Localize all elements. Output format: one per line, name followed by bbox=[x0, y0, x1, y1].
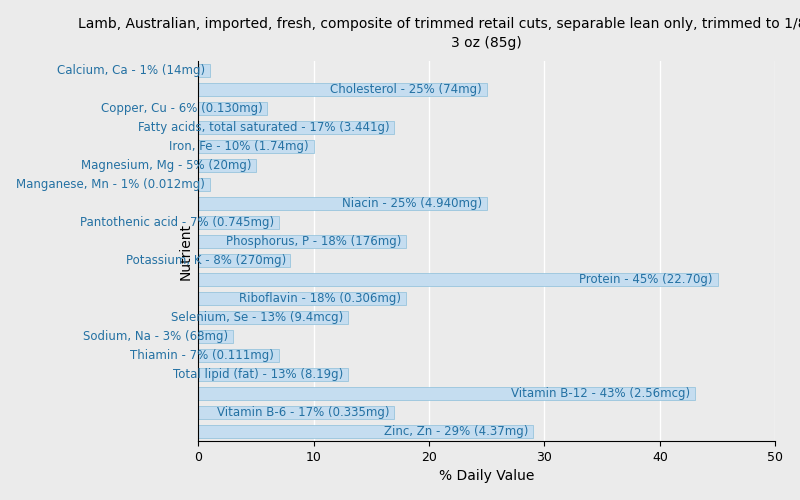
Text: Selenium, Se - 13% (9.4mcg): Selenium, Se - 13% (9.4mcg) bbox=[171, 311, 343, 324]
Bar bbox=[198, 121, 394, 134]
Y-axis label: Nutrient: Nutrient bbox=[178, 222, 193, 280]
Text: Fatty acids, total saturated - 17% (3.441g): Fatty acids, total saturated - 17% (3.44… bbox=[138, 121, 390, 134]
Text: Vitamin B-6 - 17% (0.335mg): Vitamin B-6 - 17% (0.335mg) bbox=[218, 406, 390, 419]
Text: Potassium, K - 8% (270mg): Potassium, K - 8% (270mg) bbox=[126, 254, 286, 267]
Bar bbox=[198, 102, 267, 115]
Text: Calcium, Ca - 1% (14mg): Calcium, Ca - 1% (14mg) bbox=[57, 64, 205, 77]
Bar bbox=[198, 83, 486, 96]
Text: Manganese, Mn - 1% (0.012mg): Manganese, Mn - 1% (0.012mg) bbox=[16, 178, 205, 191]
X-axis label: % Daily Value: % Daily Value bbox=[439, 470, 534, 484]
Bar bbox=[198, 254, 290, 267]
Title: Lamb, Australian, imported, fresh, composite of trimmed retail cuts, separable l: Lamb, Australian, imported, fresh, compo… bbox=[78, 16, 800, 50]
Text: Vitamin B-12 - 43% (2.56mcg): Vitamin B-12 - 43% (2.56mcg) bbox=[510, 387, 690, 400]
Text: Sodium, Na - 3% (68mg): Sodium, Na - 3% (68mg) bbox=[83, 330, 228, 343]
Bar bbox=[198, 64, 210, 77]
Bar bbox=[198, 159, 256, 172]
Text: Magnesium, Mg - 5% (20mg): Magnesium, Mg - 5% (20mg) bbox=[81, 159, 251, 172]
Text: Zinc, Zn - 29% (4.37mg): Zinc, Zn - 29% (4.37mg) bbox=[384, 425, 528, 438]
Bar bbox=[198, 349, 279, 362]
Bar bbox=[198, 140, 314, 153]
Text: Cholesterol - 25% (74mg): Cholesterol - 25% (74mg) bbox=[330, 83, 482, 96]
Bar bbox=[198, 235, 406, 248]
Text: Protein - 45% (22.70g): Protein - 45% (22.70g) bbox=[579, 273, 713, 286]
Text: Thiamin - 7% (0.111mg): Thiamin - 7% (0.111mg) bbox=[130, 349, 274, 362]
Text: Total lipid (fat) - 13% (8.19g): Total lipid (fat) - 13% (8.19g) bbox=[174, 368, 343, 381]
Text: Phosphorus, P - 18% (176mg): Phosphorus, P - 18% (176mg) bbox=[226, 235, 402, 248]
Text: Pantothenic acid - 7% (0.745mg): Pantothenic acid - 7% (0.745mg) bbox=[80, 216, 274, 229]
Bar bbox=[198, 311, 348, 324]
Bar bbox=[198, 178, 210, 191]
Bar bbox=[198, 406, 394, 419]
Text: Iron, Fe - 10% (1.74mg): Iron, Fe - 10% (1.74mg) bbox=[170, 140, 309, 153]
Text: Niacin - 25% (4.940mg): Niacin - 25% (4.940mg) bbox=[342, 197, 482, 210]
Text: Riboflavin - 18% (0.306mg): Riboflavin - 18% (0.306mg) bbox=[239, 292, 402, 305]
Bar bbox=[198, 273, 718, 286]
Text: Copper, Cu - 6% (0.130mg): Copper, Cu - 6% (0.130mg) bbox=[101, 102, 262, 115]
Bar bbox=[198, 197, 486, 210]
Bar bbox=[198, 292, 406, 305]
Bar bbox=[198, 216, 279, 229]
Bar bbox=[198, 368, 348, 381]
Bar bbox=[198, 425, 533, 438]
Bar bbox=[198, 330, 233, 343]
Bar bbox=[198, 387, 694, 400]
